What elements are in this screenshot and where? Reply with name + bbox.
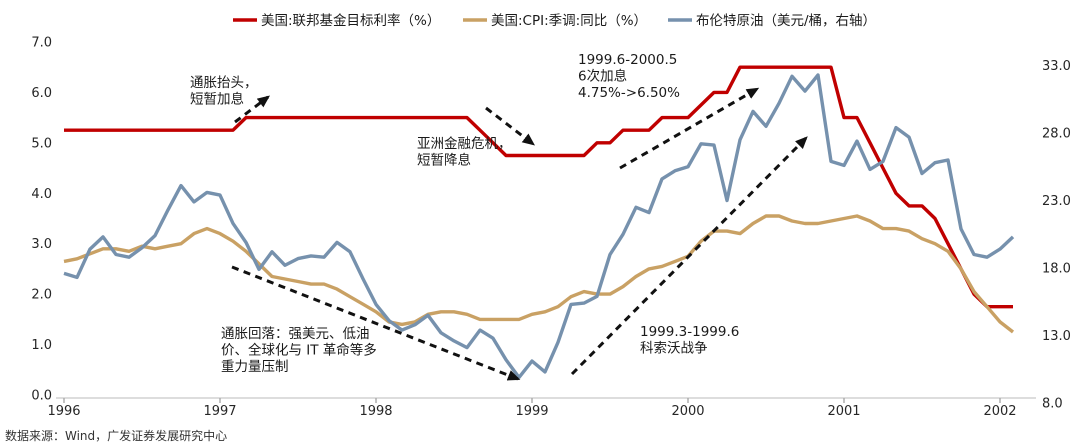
chart-legend: 美国:联邦基金目标利率（%） 美国:CPI:季调:同比（%） 布伦特原油（美元/桶，… [233,12,876,29]
chart-arrows [231,87,808,381]
annotation-kosovo-war-line-0: 1999.3-1999.6 [640,324,739,340]
data-source-note: 数据来源：Wind，广发证券发展研究中心 [5,428,227,443]
annotation-six-hikes-line-1: 6次加息 [578,68,627,85]
series-line-2 [63,73,1015,380]
annotation-asia-crisis-line-0: 亚洲金融危机， [417,136,512,152]
right-tick-label-13: 13.0 [1042,329,1071,344]
annotation-kosovo-war-line-1: 科索沃战争 [640,341,708,357]
left-tick-label-6: 6.0 [31,86,52,101]
x-tick-label-2002: 2002 [983,404,1016,419]
x-tick-label-1997: 1997 [203,404,236,419]
chart-axes: 1996 1997 1998 1999 2000 2001 2002 7.0 6.0 5.0 4.0… [31,35,1071,419]
annotation-kosovo-war: 1999.3-1999.6 科索沃战争 [640,324,739,357]
annotation-inflation-up-line-1: 短暂加息 [190,91,244,108]
annotation-inflation-up-line-0: 通胀抬头， [190,75,258,91]
right-tick-label-23: 23.0 [1042,194,1071,209]
x-tick-label-1998: 1998 [359,404,392,419]
x-tick-label-2000: 2000 [671,404,704,419]
arrow-inflation-up [234,95,270,124]
left-tick-label-5: 5.0 [31,136,52,151]
left-tick-label-3: 3.0 [31,237,52,252]
left-tick-label-0: 0.0 [31,389,52,404]
right-tick-label-33: 33.0 [1042,59,1071,74]
annotation-six-hikes-line-0: 1999.6-2000.5 [578,52,677,68]
annotation-six-hikes: 1999.6-2000.5 6次加息 4.75%->6.50% [578,52,680,101]
arrow-kosovo [570,136,808,376]
annotation-inflation-down-line-1: 价、全球化与 IT 革命等多 [221,342,377,359]
left-tick-label-7: 7.0 [31,35,52,50]
legend-label-1: 美国:CPI:季调:同比（%） [491,13,647,29]
left-tick-label-1: 1.0 [31,338,52,353]
annotation-inflation-up: 通胀抬头，短暂加息 [190,75,258,108]
legend-label-2: 布伦特原油（美元/桶，右轴） [696,13,876,29]
annotation-inflation-down-line-2: 重力量压制 [221,359,289,375]
x-tick-label-1999: 1999 [515,404,548,419]
arrow-six-hikes [619,87,760,170]
x-tick-label-2001: 2001 [827,404,860,419]
right-tick-label-18: 18.0 [1042,262,1071,277]
arrow-inflation-down [231,265,521,381]
right-tick-label-8: 8.0 [1042,397,1063,412]
chart-series [63,65,1015,380]
left-tick-label-4: 4.0 [31,187,52,202]
legend-label-0: 美国:联邦基金目标利率（%） [261,12,440,29]
annotation-inflation-down: 通胀回落：强美元、低油价、全球化与 IT 革命等多重力量压制 [221,326,377,375]
annotation-inflation-down-line-0: 通胀回落：强美元、低油 [221,326,370,342]
right-tick-label-28: 28.0 [1042,127,1071,142]
annotation-six-hikes-line-2: 4.75%->6.50% [578,85,680,101]
left-tick-label-2: 2.0 [31,288,52,303]
series-line-1 [63,214,1015,334]
series-line-0 [64,65,1013,309]
arrow-asia-crisis [485,106,535,146]
x-tick-label-1996: 1996 [47,404,80,419]
annotation-asia-crisis: 亚洲金融危机，短暂降息 [417,136,512,169]
annotation-asia-crisis-line-1: 短暂降息 [417,152,471,169]
